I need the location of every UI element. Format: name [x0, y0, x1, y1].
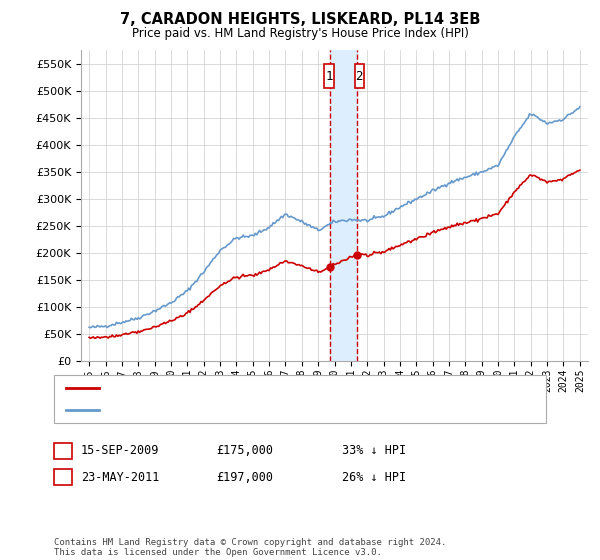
Text: Contains HM Land Registry data © Crown copyright and database right 2024.
This d: Contains HM Land Registry data © Crown c… [54, 538, 446, 557]
Text: 7, CARADON HEIGHTS, LISKEARD, PL14 3EB (detached house): 7, CARADON HEIGHTS, LISKEARD, PL14 3EB (… [105, 383, 449, 393]
Text: £175,000: £175,000 [216, 444, 273, 458]
Text: 1: 1 [59, 444, 67, 458]
Text: 2: 2 [59, 470, 67, 484]
Bar [330, 50, 357, 361]
Text: 26% ↓ HPI: 26% ↓ HPI [342, 470, 406, 484]
Bar [325, 64, 334, 88]
Text: 1: 1 [325, 70, 332, 83]
Text: 15-SEP-2009: 15-SEP-2009 [81, 444, 160, 458]
Text: Price paid vs. HM Land Registry's House Price Index (HPI): Price paid vs. HM Land Registry's House … [131, 27, 469, 40]
Text: 23-MAY-2011: 23-MAY-2011 [81, 470, 160, 484]
Text: 7, CARADON HEIGHTS, LISKEARD, PL14 3EB: 7, CARADON HEIGHTS, LISKEARD, PL14 3EB [120, 12, 480, 27]
Bar [355, 64, 364, 88]
Text: 2: 2 [355, 70, 363, 83]
Text: 33% ↓ HPI: 33% ↓ HPI [342, 444, 406, 458]
Text: £197,000: £197,000 [216, 470, 273, 484]
Text: HPI: Average price, detached house, Cornwall: HPI: Average price, detached house, Corn… [105, 405, 380, 415]
